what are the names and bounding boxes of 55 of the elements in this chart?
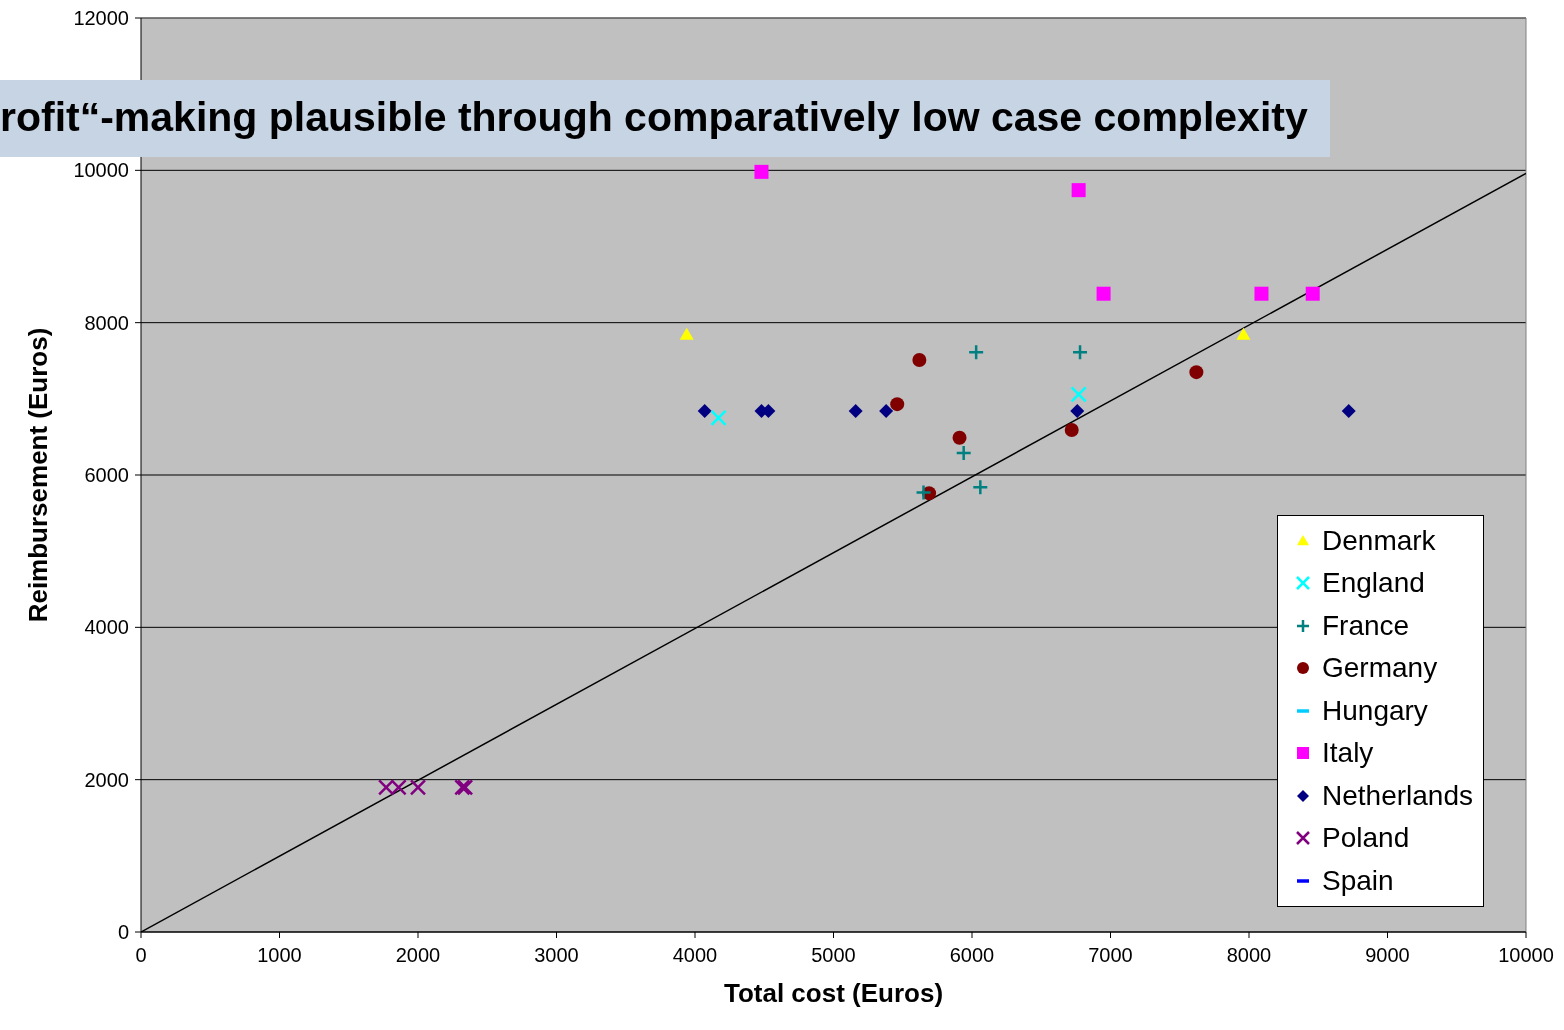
point [1071, 344, 1089, 361]
point [710, 409, 727, 427]
point [1236, 327, 1251, 340]
x-tick-label: 7000 [1088, 944, 1133, 967]
x-tick-label: 1000 [257, 944, 302, 967]
legend-label: England [1322, 567, 1425, 600]
x-tick-label: 10000 [1498, 944, 1554, 967]
point [1071, 183, 1086, 198]
legend-label: Poland [1322, 822, 1410, 855]
point [1070, 386, 1087, 403]
point [1341, 404, 1356, 419]
point [972, 478, 989, 496]
y-axis-title: Reimbursement (Euros) [23, 327, 54, 623]
point [955, 444, 972, 462]
y-tick-label: 12000 [73, 7, 129, 30]
legend-label: France [1322, 609, 1410, 642]
point [1064, 423, 1079, 438]
point [1305, 286, 1320, 301]
legend-label: Hungary [1322, 694, 1428, 727]
x-axis-title: Total cost (Euros) [723, 978, 944, 1008]
y-tick-label: 10000 [73, 159, 129, 182]
point [754, 164, 769, 179]
legend-label: Spain [1322, 864, 1394, 897]
point [679, 327, 694, 340]
y-tick-label: 0 [117, 921, 129, 944]
y-tick-label: 4000 [84, 616, 129, 639]
x-tick-label: 8000 [1226, 944, 1272, 967]
x-tick-label: 5000 [811, 944, 856, 967]
point [967, 344, 985, 361]
point [890, 397, 905, 412]
point [848, 404, 863, 419]
point [879, 404, 894, 419]
x-tick-label: 6000 [949, 944, 995, 967]
point [952, 430, 967, 445]
point [1189, 365, 1204, 380]
x-tick-label: 2000 [395, 944, 441, 967]
legend-label: Netherlands [1322, 779, 1473, 812]
x-tick-label: 3000 [534, 944, 579, 967]
point [1070, 404, 1085, 419]
y-tick-label: 8000 [84, 311, 129, 334]
y-tick-label: 2000 [84, 768, 129, 791]
point [912, 352, 927, 367]
point [1254, 286, 1269, 301]
legend-label: Germany [1322, 652, 1438, 685]
x-tick-label: 0 [135, 944, 147, 967]
text: rofit“-making plausible through comparatively low case complexity [0, 80, 1330, 157]
y-tick-label: 6000 [84, 464, 129, 487]
point [1096, 286, 1111, 301]
point [697, 404, 712, 419]
point [409, 779, 427, 796]
legend-label: Italy [1322, 737, 1374, 770]
legend-label: Denmark [1322, 524, 1436, 557]
x-tick-label: 4000 [672, 944, 718, 967]
point [915, 484, 932, 501]
x-tick-label: 9000 [1365, 944, 1410, 967]
